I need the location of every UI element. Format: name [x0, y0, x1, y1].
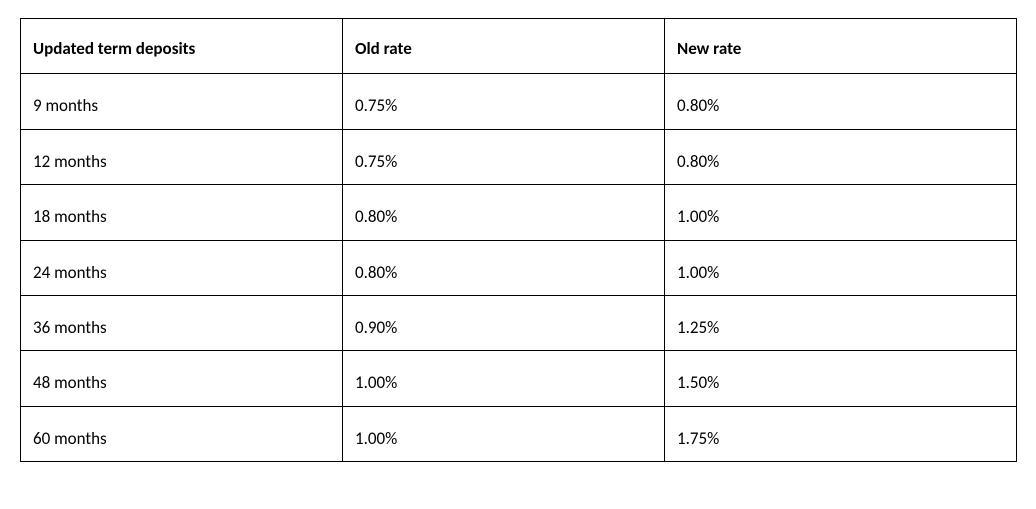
cell-term: 36 months — [21, 295, 343, 350]
table-body: 9 months 0.75% 0.80% 12 months 0.75% 0.8… — [21, 74, 1017, 462]
cell-old-rate: 1.00% — [343, 406, 665, 461]
term-deposits-table: Updated term deposits Old rate New rate … — [20, 18, 1017, 462]
table-row: 12 months 0.75% 0.80% — [21, 129, 1017, 184]
table-header: Updated term deposits Old rate New rate — [21, 19, 1017, 74]
cell-term: 9 months — [21, 74, 343, 129]
table-row: 60 months 1.00% 1.75% — [21, 406, 1017, 461]
cell-old-rate: 0.80% — [343, 240, 665, 295]
cell-new-rate: 1.75% — [665, 406, 1017, 461]
table-header-row: Updated term deposits Old rate New rate — [21, 19, 1017, 74]
table-row: 36 months 0.90% 1.25% — [21, 295, 1017, 350]
cell-old-rate: 0.75% — [343, 74, 665, 129]
cell-term: 60 months — [21, 406, 343, 461]
cell-new-rate: 0.80% — [665, 74, 1017, 129]
table-row: 9 months 0.75% 0.80% — [21, 74, 1017, 129]
cell-old-rate: 0.90% — [343, 295, 665, 350]
table-row: 24 months 0.80% 1.00% — [21, 240, 1017, 295]
table-row: 18 months 0.80% 1.00% — [21, 185, 1017, 240]
cell-old-rate: 0.75% — [343, 129, 665, 184]
page-container: Updated term deposits Old rate New rate … — [0, 0, 1036, 509]
cell-old-rate: 0.80% — [343, 185, 665, 240]
cell-new-rate: 1.00% — [665, 185, 1017, 240]
cell-term: 12 months — [21, 129, 343, 184]
cell-new-rate: 1.00% — [665, 240, 1017, 295]
cell-term: 24 months — [21, 240, 343, 295]
cell-new-rate: 0.80% — [665, 129, 1017, 184]
cell-term: 18 months — [21, 185, 343, 240]
cell-old-rate: 1.00% — [343, 351, 665, 406]
table-row: 48 months 1.00% 1.50% — [21, 351, 1017, 406]
col-header-old-rate: Old rate — [343, 19, 665, 74]
col-header-term: Updated term deposits — [21, 19, 343, 74]
cell-term: 48 months — [21, 351, 343, 406]
cell-new-rate: 1.50% — [665, 351, 1017, 406]
col-header-new-rate: New rate — [665, 19, 1017, 74]
cell-new-rate: 1.25% — [665, 295, 1017, 350]
